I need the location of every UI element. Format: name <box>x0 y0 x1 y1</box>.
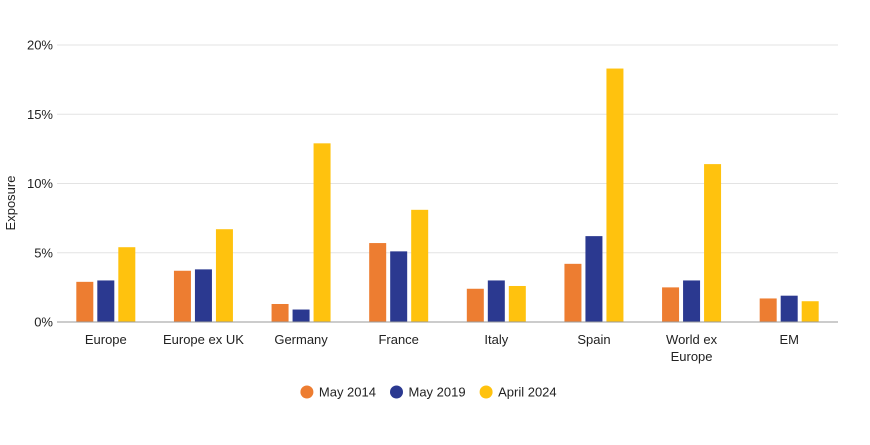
x-tick-label: World ex <box>666 332 718 347</box>
bar <box>508 285 526 322</box>
bar <box>215 229 233 322</box>
bar <box>173 270 191 322</box>
bar <box>487 280 505 322</box>
y-tick-label: 5% <box>34 245 53 260</box>
bar <box>759 298 777 322</box>
bar <box>662 287 680 322</box>
bar <box>780 295 798 322</box>
legend-label: May 2014 <box>319 385 376 400</box>
bar <box>466 288 484 322</box>
y-tick-label: 20% <box>27 38 53 53</box>
x-tick-label: Italy <box>484 332 508 347</box>
bar <box>271 303 289 322</box>
bar <box>118 247 136 322</box>
x-tick-label: Europe <box>85 332 127 347</box>
y-tick-label: 10% <box>27 176 53 191</box>
legend-label: May 2019 <box>409 385 466 400</box>
legend-marker <box>390 385 403 399</box>
x-tick-label: EM <box>779 332 799 347</box>
bar <box>801 301 819 322</box>
bar <box>704 164 722 322</box>
bar <box>97 280 115 322</box>
axes: 0% 5% 10% 15% 20% Europe Europe ex UK Germany Fr… <box>27 38 838 364</box>
x-tick-label: Europe <box>671 349 713 364</box>
x-tick-label: Germany <box>274 332 328 347</box>
legend-marker <box>479 385 493 399</box>
bar <box>585 236 603 322</box>
y-tick-label: 0% <box>34 315 53 330</box>
legend-label: April 2024 <box>498 385 557 400</box>
legend-marker <box>300 385 314 399</box>
bar <box>369 243 387 322</box>
y-axis-title: Exposure <box>3 176 18 231</box>
x-tick-label: Spain <box>577 332 610 347</box>
bar <box>606 68 624 322</box>
x-tick-label: France <box>378 332 418 347</box>
bars <box>76 68 819 322</box>
bar <box>683 280 701 322</box>
y-tick-label: 15% <box>27 107 53 122</box>
legend: May 2014 May 2019 April 2024 <box>300 385 557 400</box>
bar <box>564 263 582 322</box>
bar <box>411 209 429 322</box>
bar <box>194 269 212 322</box>
bar <box>292 309 310 322</box>
x-tick-label: Europe ex UK <box>163 332 244 347</box>
bar <box>390 251 408 322</box>
bar <box>313 143 331 322</box>
bar <box>76 281 94 322</box>
